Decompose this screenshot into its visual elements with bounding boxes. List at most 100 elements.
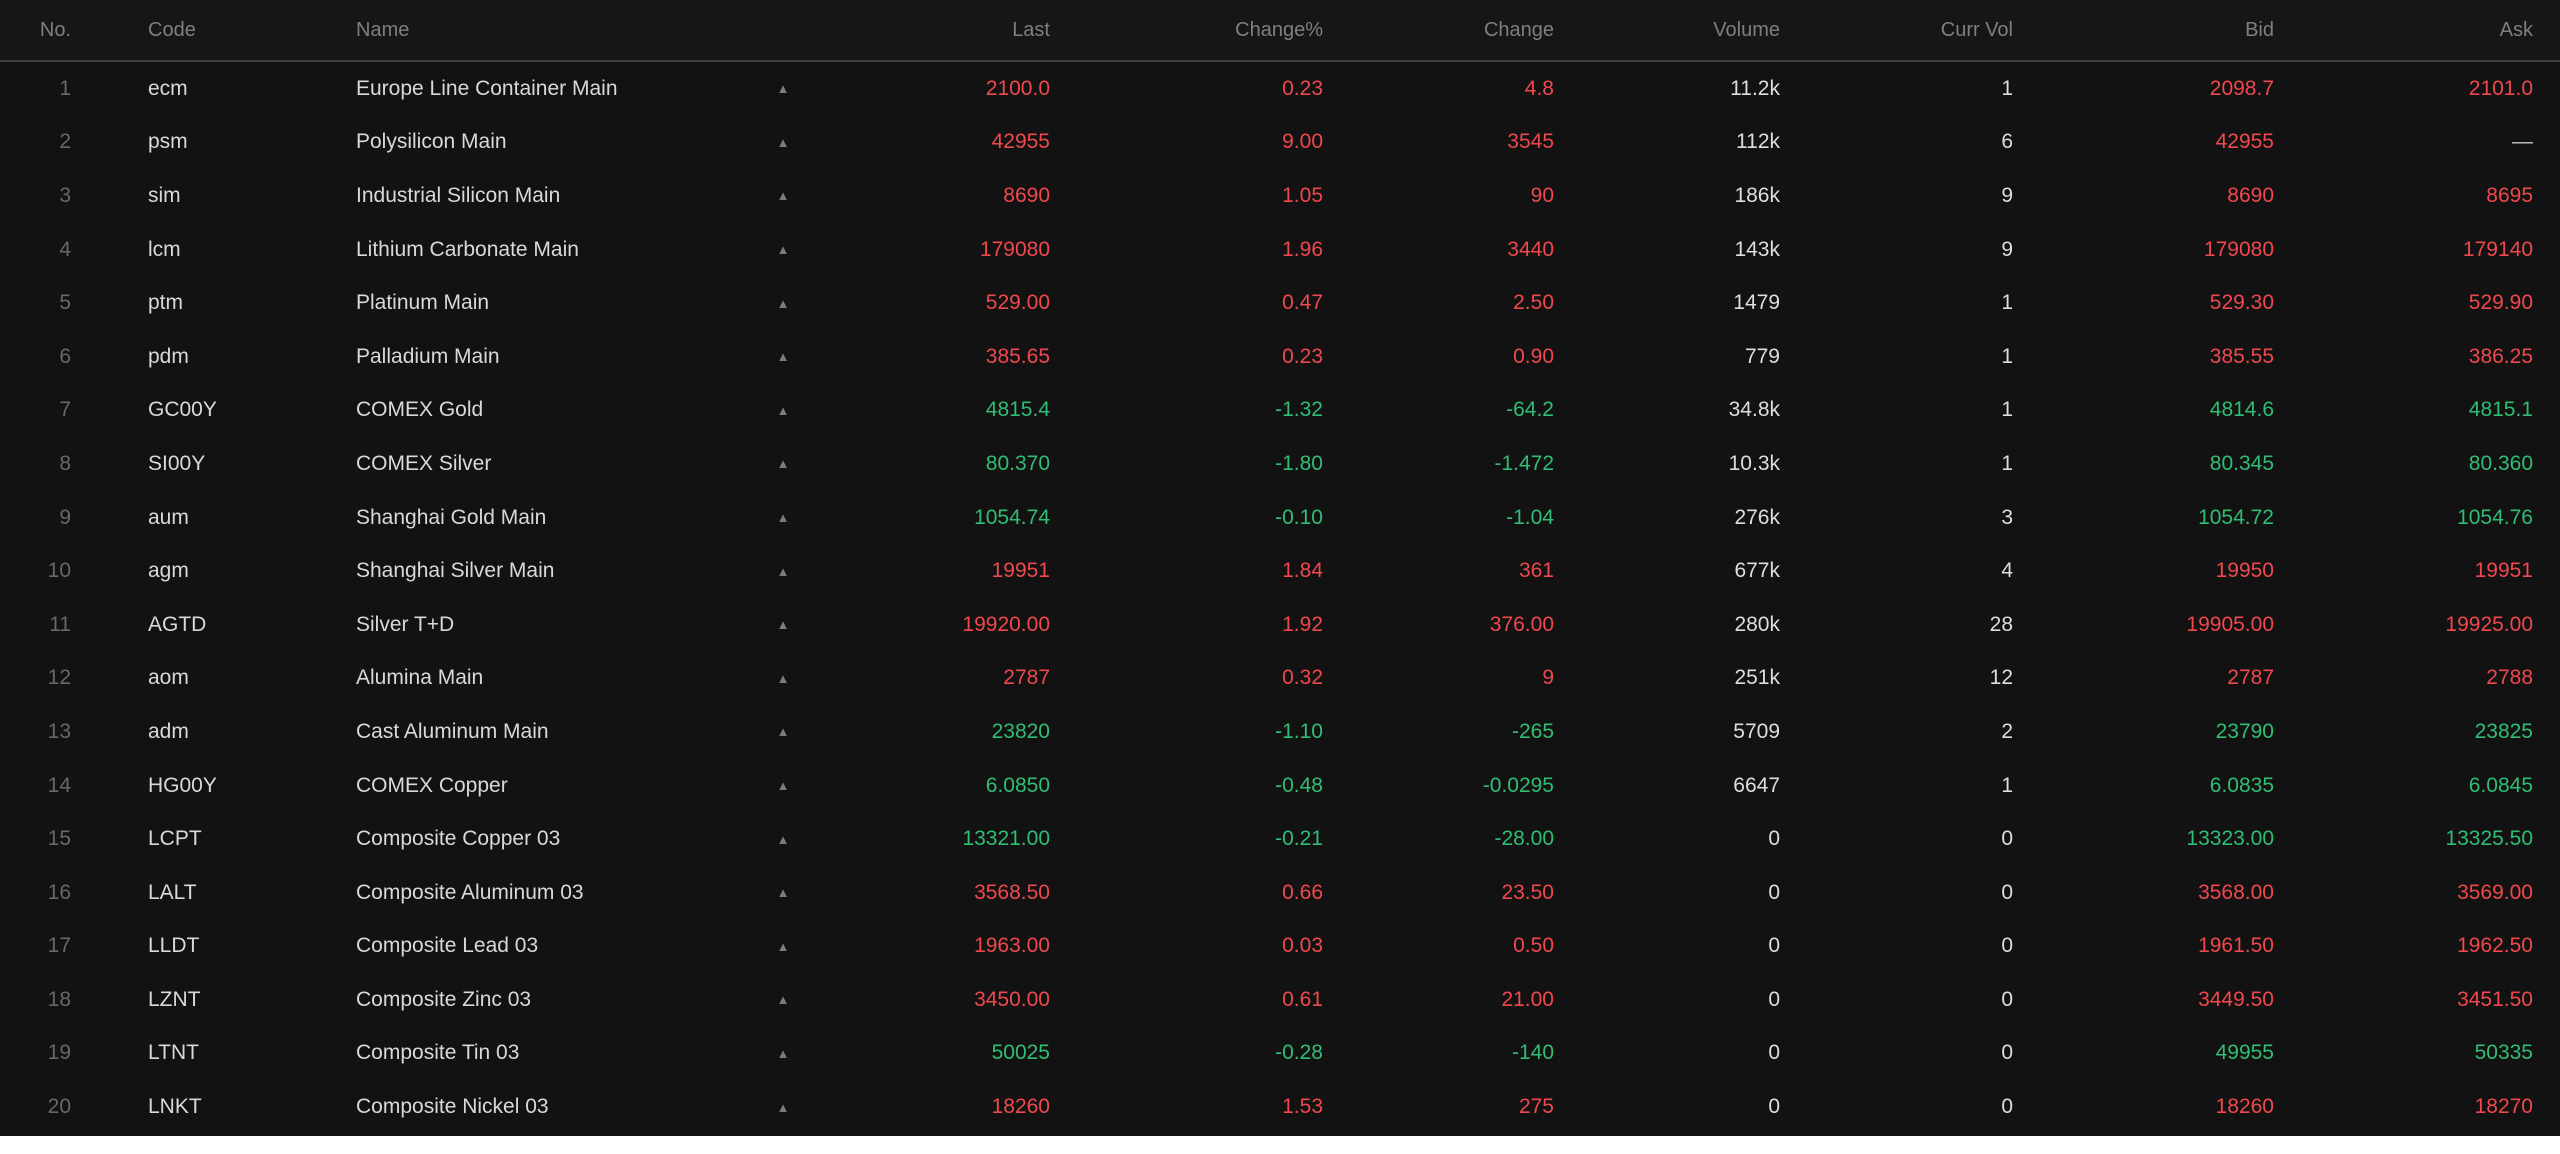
cell-volume: 0	[1768, 1041, 1780, 1065]
table-row[interactable]: 13 adm Cast Aluminum Main ▲ 23820 -1.10 …	[0, 705, 2560, 759]
cell-ask: 50335	[2474, 1041, 2533, 1065]
table-row[interactable]: 5 ptm Platinum Main ▲ 529.00 0.47 2.50 1…	[0, 276, 2560, 330]
cell-name: COMEX Gold	[356, 398, 484, 422]
cell-name: Composite Copper 03	[356, 827, 561, 851]
table-row[interactable]: 17 LLDT Composite Lead 03 ▲ 1963.00 0.03…	[0, 920, 2560, 974]
cell-volume: 186k	[1734, 183, 1780, 207]
cell-curr-vol: 1	[2001, 451, 2013, 475]
table-row[interactable]: 7 GC00Y COMEX Gold ▲ 4815.4 -1.32 -64.2 …	[0, 384, 2560, 438]
column-header-code[interactable]: Code	[148, 18, 196, 41]
cell-name: Composite Lead 03	[356, 934, 539, 958]
trend-marker-icon: ▲	[776, 992, 790, 1008]
table-row[interactable]: 8 SI00Y COMEX Silver ▲ 80.370 -1.80 -1.4…	[0, 437, 2560, 491]
column-header-no[interactable]: No.	[39, 18, 71, 41]
column-header-change[interactable]: Change	[1483, 18, 1554, 41]
cell-code: LALT	[148, 880, 197, 904]
cell-curr-vol: 4	[2001, 559, 2013, 583]
table-row[interactable]: 16 LALT Composite Aluminum 03 ▲ 3568.50 …	[0, 866, 2560, 920]
table-row[interactable]: 6 pdm Palladium Main ▲ 385.65 0.23 0.90 …	[0, 330, 2560, 384]
cell-code: lcm	[148, 237, 181, 261]
cell-bid: 4814.6	[2209, 398, 2274, 422]
cell-change-pct: 0.66	[1282, 880, 1323, 904]
trend-marker-icon: ▲	[776, 617, 790, 633]
cell-volume: 1479	[1733, 291, 1780, 315]
cell-ask: 13325.50	[2445, 827, 2533, 851]
cell-bid: 19905.00	[2186, 612, 2274, 636]
table-row[interactable]: 18 LZNT Composite Zinc 03 ▲ 3450.00 0.61…	[0, 973, 2560, 1027]
cell-ask: 23825	[2474, 719, 2533, 743]
table-row[interactable]: 14 HG00Y COMEX Copper ▲ 6.0850 -0.48 -0.…	[0, 759, 2560, 813]
cell-name: Composite Nickel 03	[356, 1095, 549, 1119]
cell-ask: 1962.50	[2457, 934, 2533, 958]
column-header-curr-vol[interactable]: Curr Vol	[1940, 18, 2013, 41]
table-row[interactable]: 20 LNKT Composite Nickel 03 ▲ 18260 1.53…	[0, 1080, 2560, 1134]
table-row[interactable]: 1 ecm Europe Line Container Main ▲ 2100.…	[0, 62, 2560, 116]
column-header-ask[interactable]: Ask	[2499, 18, 2533, 41]
table-row[interactable]: 10 agm Shanghai Silver Main ▲ 19951 1.84…	[0, 544, 2560, 598]
cell-last: 385.65	[985, 344, 1050, 368]
cell-curr-vol: 0	[2001, 827, 2013, 851]
cell-last: 1054.74	[974, 505, 1050, 529]
cell-change: 376.00	[1489, 612, 1554, 636]
table-row[interactable]: 11 AGTD Silver T+D ▲ 19920.00 1.92 376.0…	[0, 598, 2560, 652]
trend-marker-icon: ▲	[776, 510, 790, 526]
cell-change-pct: -0.10	[1275, 505, 1323, 529]
cell-change-pct: 1.96	[1282, 237, 1323, 261]
table-row[interactable]: 3 sim Industrial Silicon Main ▲ 8690 1.0…	[0, 169, 2560, 223]
table-row[interactable]: 9 aum Shanghai Gold Main ▲ 1054.74 -0.10…	[0, 491, 2560, 545]
cell-ask: 3451.50	[2457, 987, 2533, 1011]
cell-bid: 42955	[2215, 130, 2274, 154]
cell-bid: 2787	[2227, 666, 2274, 690]
cell-code: ecm	[148, 76, 188, 100]
cell-change-pct: -0.28	[1275, 1041, 1323, 1065]
cell-name: Polysilicon Main	[356, 130, 507, 154]
row-number: 20	[47, 1095, 71, 1119]
cell-change: 275	[1518, 1095, 1554, 1119]
column-header-volume[interactable]: Volume	[1713, 18, 1780, 41]
cell-bid: 8690	[2227, 183, 2274, 207]
trend-marker-icon: ▲	[776, 402, 790, 418]
cell-change: 23.50	[1501, 880, 1554, 904]
cell-bid: 3568.00	[2198, 880, 2274, 904]
page-bottom-gap	[0, 1136, 2560, 1154]
cell-last: 18260	[991, 1095, 1050, 1119]
cell-change-pct: 1.92	[1282, 612, 1323, 636]
cell-bid: 1961.50	[2198, 934, 2274, 958]
cell-change: 0.50	[1513, 934, 1554, 958]
cell-change: 0.90	[1513, 344, 1554, 368]
column-header-change-pct[interactable]: Change%	[1235, 18, 1323, 41]
table-row[interactable]: 4 lcm Lithium Carbonate Main ▲ 179080 1.…	[0, 223, 2560, 277]
cell-last: 4815.4	[985, 398, 1050, 422]
cell-name: Cast Aluminum Main	[356, 719, 549, 743]
cell-curr-vol: 6	[2001, 130, 2013, 154]
cell-curr-vol: 1	[2001, 398, 2013, 422]
cell-change: 9	[1542, 666, 1554, 690]
column-header-name[interactable]: Name	[356, 18, 410, 41]
cell-ask: 2788	[2486, 666, 2533, 690]
cell-ask: 4815.1	[2468, 398, 2533, 422]
cell-curr-vol: 0	[2001, 934, 2013, 958]
cell-last: 3450.00	[974, 987, 1050, 1011]
cell-volume: 779	[1744, 344, 1780, 368]
column-header-bid[interactable]: Bid	[2245, 18, 2274, 41]
cell-curr-vol: 9	[2001, 183, 2013, 207]
cell-volume: 0	[1768, 827, 1780, 851]
cell-bid: 13323.00	[2186, 827, 2274, 851]
column-header-last[interactable]: Last	[1012, 18, 1050, 41]
table-row[interactable]: 2 psm Polysilicon Main ▲ 42955 9.00 3545…	[0, 116, 2560, 170]
row-number: 12	[47, 666, 71, 690]
trend-marker-icon: ▲	[776, 134, 790, 150]
cell-ask: 1054.76	[2457, 505, 2533, 529]
cell-name: Lithium Carbonate Main	[356, 237, 579, 261]
row-number: 16	[47, 880, 71, 904]
cell-code: LNKT	[148, 1095, 202, 1119]
cell-last: 1963.00	[974, 934, 1050, 958]
table-row[interactable]: 12 aom Alumina Main ▲ 2787 0.32 9 251k 1…	[0, 652, 2560, 706]
row-number: 15	[47, 827, 71, 851]
table-row[interactable]: 15 LCPT Composite Copper 03 ▲ 13321.00 -…	[0, 812, 2560, 866]
table-row[interactable]: 19 LTNT Composite Tin 03 ▲ 50025 -0.28 -…	[0, 1027, 2560, 1081]
row-number: 5	[59, 291, 71, 315]
cell-change-pct: 0.23	[1282, 76, 1323, 100]
cell-ask: 179140	[2462, 237, 2533, 261]
